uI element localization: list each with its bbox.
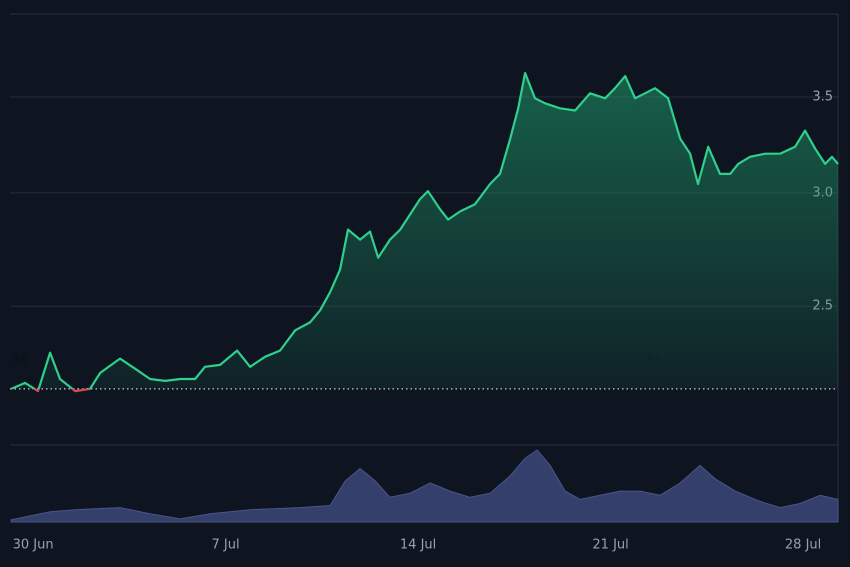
volume-area: [10, 449, 839, 523]
annotation: 36: [12, 354, 29, 369]
x-tick-label: 28 Jul: [785, 538, 821, 553]
price-line: [10, 71, 839, 389]
x-tick-label: 7 Jul: [212, 538, 240, 553]
y-tick-label: 3.5: [812, 90, 833, 105]
price-area: [11, 73, 838, 389]
x-tick-label: 14 Jul: [400, 538, 436, 553]
x-tick-label: 30 Jun: [13, 538, 54, 553]
x-tick-label: 21 Jul: [592, 538, 628, 553]
